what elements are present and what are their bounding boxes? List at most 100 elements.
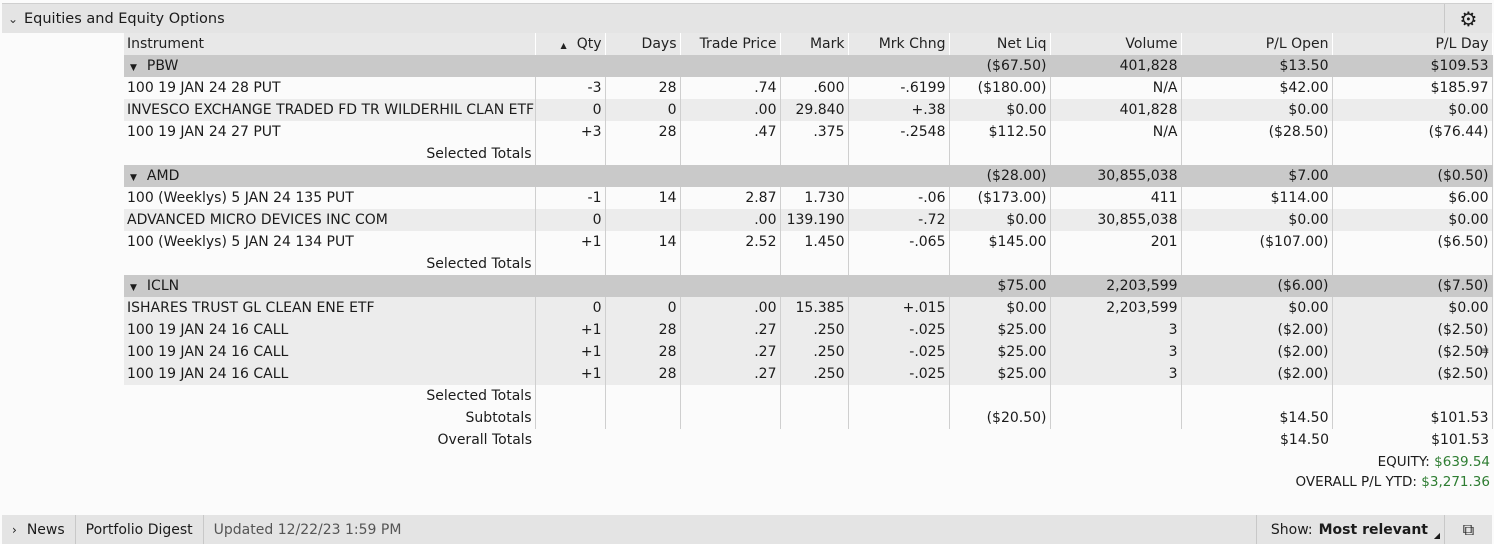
cell-days: 28 (605, 341, 681, 363)
cell-days: 28 (605, 77, 681, 99)
col-header-mrk-chng[interactable]: Mrk Chng (848, 33, 950, 55)
cell-instrument: ISHARES TRUST GL CLEAN ENE ETF (124, 297, 536, 319)
cell-pl-day: ($2.50) (1332, 341, 1493, 363)
overall-empty-cell (605, 429, 680, 451)
totals-empty-cell (1050, 143, 1182, 165)
show-label: Show: (1270, 521, 1313, 538)
cell-days: 28 (605, 319, 681, 341)
cell-instrument: 100 19 JAN 24 28 PUT (124, 77, 536, 99)
row-menu-icon[interactable]: ≡ (1481, 346, 1490, 357)
subtotals-pl-open: $14.50 (1181, 407, 1333, 429)
table-row[interactable]: ADVANCED MICRO DEVICES INC COM 0 .00 139.19… (124, 209, 1493, 231)
cell-net-liq: $0.00 (949, 297, 1051, 319)
group-row-pbw[interactable]: ▼ PBW ($67.50) 401,828 $13.50 $109.53 (124, 55, 1493, 77)
chevron-down-icon[interactable]: ⌄ (7, 11, 19, 26)
cell-days (605, 209, 681, 231)
popout-window-icon[interactable]: ⧉ (1444, 515, 1492, 544)
subtotals-empty-cell (605, 407, 681, 429)
cell-days: 0 (605, 297, 681, 319)
totals-empty-cell (780, 143, 849, 165)
group-symbol[interactable]: ▼ ICLN (124, 275, 536, 297)
cell-volume: 201 (1050, 231, 1182, 253)
totals-empty-cell (848, 385, 950, 407)
cell-net-liq: $112.50 (949, 121, 1051, 143)
group-empty-cell (780, 165, 849, 187)
col-header-pl-day[interactable]: P/L Day (1332, 33, 1493, 55)
cell-pl-day: ($6.50) (1332, 231, 1493, 253)
table-row[interactable]: ISHARES TRUST GL CLEAN ENE ETF 0 0.00 15.38… (124, 297, 1493, 319)
triangle-down-icon[interactable]: ▼ (130, 63, 137, 73)
news-toggle[interactable]: › News (2, 515, 76, 544)
group-empty-cell (605, 165, 681, 187)
group-pl-day: ($7.50) (1332, 275, 1493, 297)
cell-mark: 29.840 (780, 99, 849, 121)
cell-pl-day: ($76.44) (1332, 121, 1493, 143)
totals-empty-cell (780, 253, 849, 275)
col-header-pl-open[interactable]: P/L Open (1181, 33, 1333, 55)
group-pl-open: $13.50 (1181, 55, 1333, 77)
overall-totals-label: Overall Totals (124, 429, 535, 451)
cell-trade-price: .00 (680, 209, 781, 231)
cell-trade-price: .47 (680, 121, 781, 143)
cell-mark: .250 (780, 341, 849, 363)
cell-volume: N/A (1050, 77, 1182, 99)
selected-totals-row: Selected Totals (124, 253, 1493, 275)
group-row-amd[interactable]: ▼ AMD ($28.00) 30,855,038 $7.00 ($0.50) (124, 165, 1493, 187)
totals-empty-cell (535, 253, 606, 275)
cell-volume: 3 (1050, 319, 1182, 341)
group-empty-cell (535, 165, 606, 187)
col-header-trade-price[interactable]: Trade Price (680, 33, 781, 55)
triangle-down-icon[interactable]: ▼ (130, 173, 137, 183)
totals-empty-cell (1050, 253, 1182, 275)
group-empty-cell (680, 275, 781, 297)
cell-mark: .250 (780, 319, 849, 341)
cell-net-liq: ($173.00) (949, 187, 1051, 209)
cell-trade-price: .27 (680, 341, 781, 363)
subtotals-empty-cell (1050, 407, 1182, 429)
news-label: News (26, 521, 65, 538)
table-row[interactable]: 100 19 JAN 24 16 CALL +1 28.27.250 -.025 $25… (124, 341, 1493, 363)
table-row[interactable]: 100 (Weeklys) 5 JAN 24 135 PUT -1 14 2.87 1.… (124, 187, 1493, 209)
table-row[interactable]: INVESCO EXCHANGE TRADED FD TR WILDERHIL … (124, 99, 1493, 121)
cell-mrk-chng: -.065 (848, 231, 950, 253)
col-header-volume[interactable]: Volume (1050, 33, 1182, 55)
group-net-liq: ($28.00) (949, 165, 1051, 187)
cell-qty: +1 (535, 341, 606, 363)
cell-trade-price: .00 (680, 297, 781, 319)
table-row[interactable]: 100 19 JAN 24 28 PUT -3 28.74.600 -.6199 ($1… (124, 77, 1493, 99)
group-symbol-label: PBW (146, 58, 179, 74)
show-value: Most relevant (1318, 521, 1428, 538)
col-header-instrument[interactable]: Instrument (124, 33, 536, 55)
group-empty-cell (680, 165, 781, 187)
table-row[interactable]: 100 19 JAN 24 16 CALL +1 28.27.250 -.025 $25… (124, 319, 1493, 341)
cell-pl-open: ($2.00) (1181, 319, 1333, 341)
portfolio-digest-tab[interactable]: Portfolio Digest (76, 515, 204, 544)
triangle-down-icon[interactable]: ▼ (130, 283, 137, 293)
cell-mrk-chng: -.025 (848, 319, 950, 341)
cell-mark: 1.730 (780, 187, 849, 209)
table-row[interactable]: 100 (Weeklys) 5 JAN 24 134 PUT +1 14 2.52 1.… (124, 231, 1493, 253)
cell-instrument: ADVANCED MICRO DEVICES INC COM (124, 209, 536, 231)
selected-totals-label: Selected Totals (124, 143, 536, 165)
cell-mrk-chng: -.6199 (848, 77, 950, 99)
group-row-icln[interactable]: ▼ ICLN $75.00 2,203,599 ($6.00) ($7.50) (124, 275, 1493, 297)
cell-qty: 0 (535, 209, 606, 231)
cell-instrument: 100 19 JAN 24 16 CALL (124, 363, 536, 385)
gear-icon[interactable]: ⚙ (1444, 4, 1492, 34)
col-header-mark[interactable]: Mark (780, 33, 849, 55)
group-symbol[interactable]: ▼ AMD (124, 165, 536, 187)
col-header-qty[interactable]: ▲ Qty (535, 33, 606, 55)
col-header-days[interactable]: Days (605, 33, 681, 55)
cell-net-liq: $0.00 (949, 209, 1051, 231)
group-symbol[interactable]: ▼ PBW (124, 55, 536, 77)
totals-empty-cell (1332, 253, 1493, 275)
cell-net-liq: $25.00 (949, 319, 1051, 341)
cell-pl-day: $0.00 (1332, 99, 1493, 121)
cell-net-liq: $0.00 (949, 99, 1051, 121)
show-filter-dropdown[interactable]: Show: Most relevant ◢ (1255, 515, 1444, 544)
table-row[interactable]: 100 19 JAN 24 16 CALL +1 28.27.250 -.025 $25… (124, 363, 1493, 385)
cell-pl-open: ($28.50) (1181, 121, 1333, 143)
table-row[interactable]: 100 19 JAN 24 27 PUT +3 28.47.375 -.2548 $11… (124, 121, 1493, 143)
col-header-net-liq[interactable]: Net Liq (949, 33, 1051, 55)
totals-empty-cell (1181, 253, 1333, 275)
